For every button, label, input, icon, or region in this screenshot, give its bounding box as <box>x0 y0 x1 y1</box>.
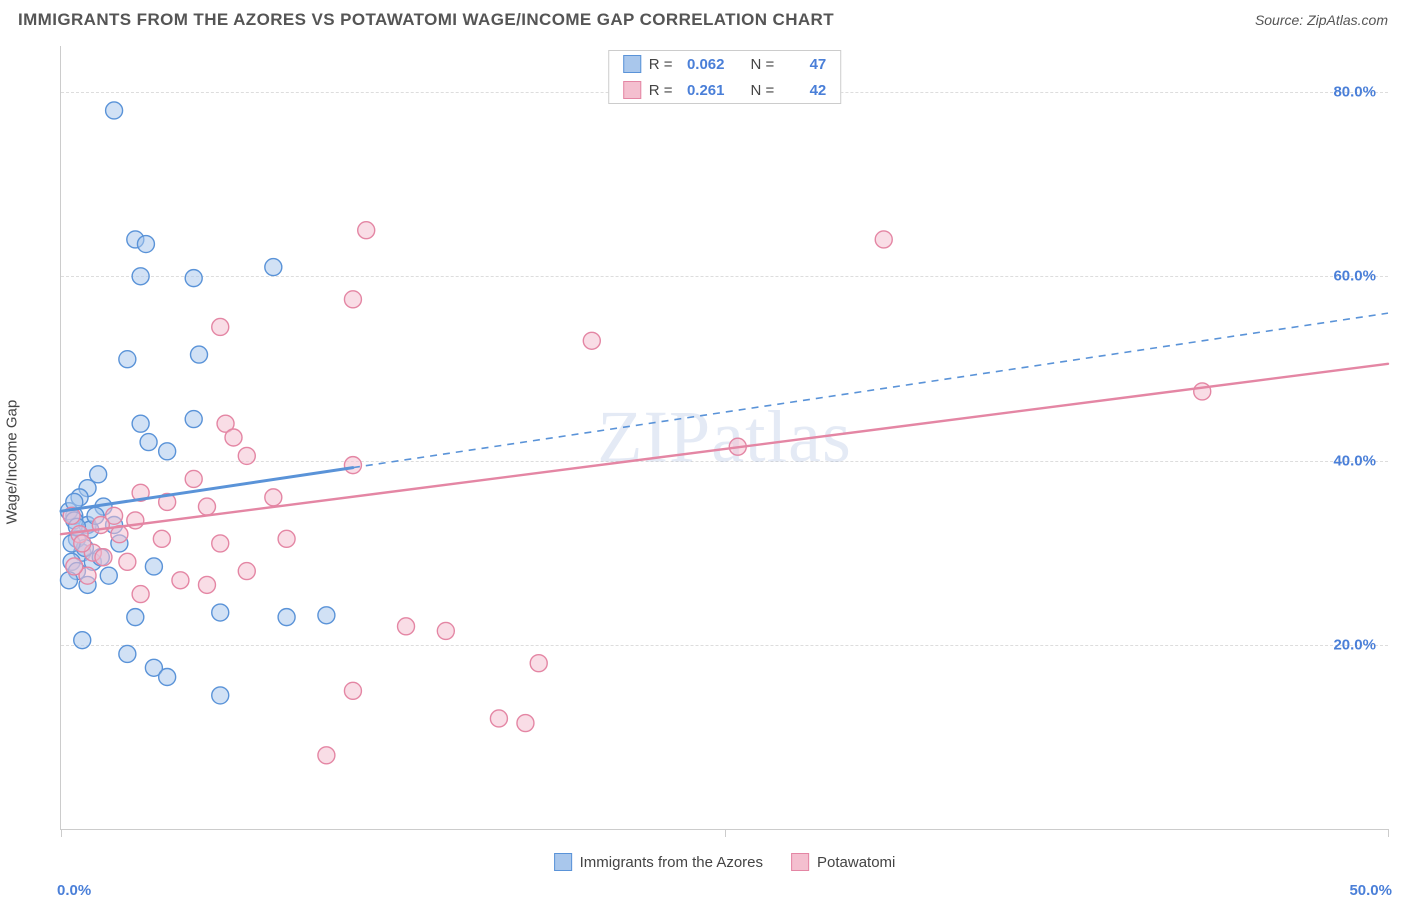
x-tick-label: 50.0% <box>1349 882 1392 899</box>
legend-stat-row: R = 0.062 N = 47 <box>609 51 841 77</box>
plot-area: ZIPatlas R = 0.062 N = 47 R = 0.261 N = … <box>60 46 1388 830</box>
data-point <box>185 411 202 428</box>
data-point <box>344 291 361 308</box>
data-point <box>583 332 600 349</box>
header: IMMIGRANTS FROM THE AZORES VS POTAWATOMI… <box>0 0 1406 38</box>
x-tick-label: 0.0% <box>57 882 91 899</box>
data-point <box>191 346 208 363</box>
data-point <box>238 563 255 580</box>
data-point <box>127 609 144 626</box>
trend-line <box>61 364 1388 534</box>
legend-item: Potawatomi <box>791 853 895 871</box>
plot-svg <box>61 46 1388 829</box>
legend-label: Immigrants from the Azores <box>580 854 763 871</box>
data-point <box>530 655 547 672</box>
r-label: R = <box>649 56 673 73</box>
legend-series: Immigrants from the Azores Potawatomi <box>554 853 896 871</box>
r-label: R = <box>649 82 673 99</box>
data-point <box>212 687 229 704</box>
n-value: 42 <box>782 82 826 99</box>
data-point <box>344 682 361 699</box>
data-point <box>119 351 136 368</box>
data-point <box>344 457 361 474</box>
n-label: N = <box>751 82 775 99</box>
data-point <box>153 530 170 547</box>
data-point <box>132 415 149 432</box>
data-point <box>398 618 415 635</box>
legend-statistics: R = 0.062 N = 47 R = 0.261 N = 42 <box>608 50 842 104</box>
data-point <box>119 553 136 570</box>
data-point <box>74 632 91 649</box>
data-point <box>100 567 117 584</box>
data-point <box>145 558 162 575</box>
data-point <box>490 710 507 727</box>
data-point <box>132 586 149 603</box>
data-point <box>437 622 454 639</box>
data-point <box>66 558 83 575</box>
data-point <box>318 747 335 764</box>
legend-swatch <box>554 853 572 871</box>
legend-stat-row: R = 0.261 N = 42 <box>609 77 841 103</box>
source-link[interactable]: ZipAtlas.com <box>1307 12 1388 28</box>
data-point <box>278 530 295 547</box>
n-label: N = <box>751 56 775 73</box>
data-point <box>212 604 229 621</box>
data-point <box>137 236 154 253</box>
data-point <box>318 607 335 624</box>
data-point <box>132 268 149 285</box>
source-citation: Source: ZipAtlas.com <box>1255 12 1388 28</box>
data-point <box>1194 383 1211 400</box>
data-point <box>198 498 215 515</box>
data-point <box>159 669 176 686</box>
legend-swatch <box>791 853 809 871</box>
data-point <box>238 447 255 464</box>
legend-swatch <box>623 55 641 73</box>
source-prefix: Source: <box>1255 12 1307 28</box>
data-point <box>517 715 534 732</box>
legend-label: Potawatomi <box>817 854 895 871</box>
data-point <box>358 222 375 239</box>
r-value: 0.261 <box>681 82 725 99</box>
y-axis-label: Wage/Income Gap <box>4 400 21 525</box>
data-point <box>140 434 157 451</box>
data-point <box>172 572 189 589</box>
legend-item: Immigrants from the Azores <box>554 853 763 871</box>
data-point <box>119 645 136 662</box>
data-point <box>265 489 282 506</box>
data-point <box>159 443 176 460</box>
data-point <box>74 535 91 552</box>
data-point <box>185 270 202 287</box>
data-point <box>225 429 242 446</box>
n-value: 47 <box>782 56 826 73</box>
data-point <box>185 470 202 487</box>
legend-swatch <box>623 81 641 99</box>
chart-container: Wage/Income Gap ZIPatlas R = 0.062 N = 4… <box>18 46 1388 878</box>
data-point <box>212 535 229 552</box>
trend-line-extrapolated <box>353 313 1388 467</box>
data-point <box>278 609 295 626</box>
r-value: 0.062 <box>681 56 725 73</box>
data-point <box>198 576 215 593</box>
data-point <box>212 318 229 335</box>
data-point <box>106 102 123 119</box>
data-point <box>265 259 282 276</box>
data-point <box>95 549 112 566</box>
chart-title: IMMIGRANTS FROM THE AZORES VS POTAWATOMI… <box>18 10 834 30</box>
data-point <box>875 231 892 248</box>
